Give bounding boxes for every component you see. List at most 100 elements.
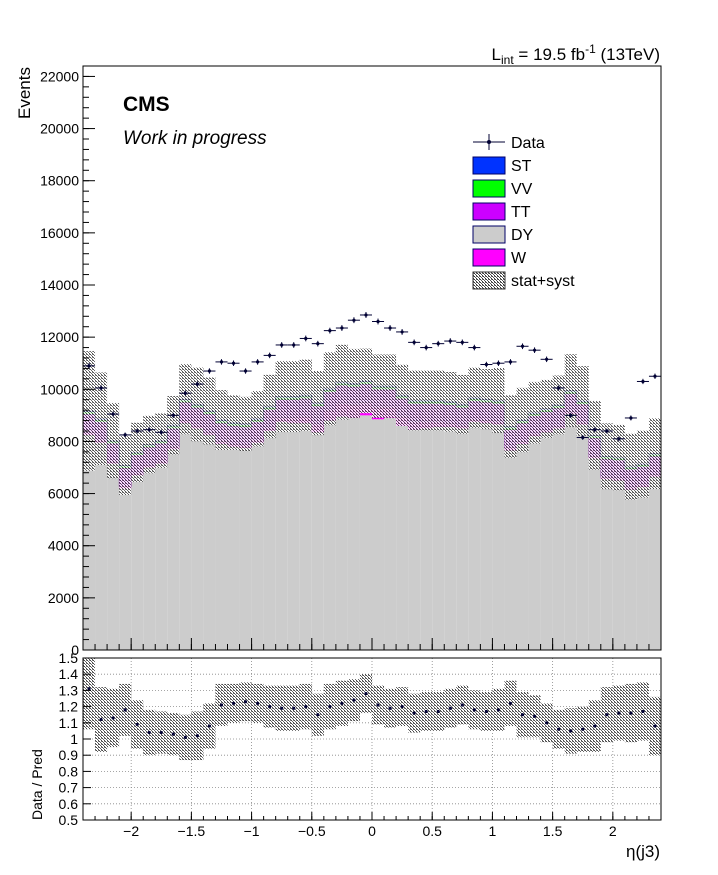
data-point-10: [203, 368, 216, 374]
y-tick-label: 6000: [48, 486, 79, 502]
ratio-point-20: [328, 705, 332, 709]
legend-item-dy: DY: [472, 225, 534, 244]
ratio-point-39: [557, 727, 561, 731]
unc-band-35: [504, 395, 517, 458]
ratio-point-11: [219, 703, 224, 707]
data-point-19: [311, 340, 324, 347]
unc-band-42: [588, 401, 601, 470]
ratio-point-43: [605, 713, 609, 717]
x-tick-label: −1.5: [178, 823, 206, 839]
unc-band-33: [480, 369, 493, 430]
ratio-point-21: [340, 701, 344, 705]
unc-band-40: [564, 354, 577, 427]
unc-band-31: [456, 374, 469, 434]
bar-dy-16: [275, 421, 288, 650]
unc-band-29: [432, 370, 445, 431]
bar-dy-26: [396, 425, 409, 650]
unc-band-43: [600, 423, 613, 490]
y-tick-label: 22000: [40, 68, 79, 84]
data-point-41: [576, 435, 589, 440]
ratio-point-29: [436, 709, 440, 714]
unc-band-23: [359, 348, 372, 414]
data-point-3: [119, 432, 132, 438]
x-tick-label: 1.5: [543, 823, 563, 839]
data-point-15: [263, 352, 276, 359]
unc-band-8: [179, 364, 192, 435]
ratio-point-5: [147, 730, 151, 735]
unc-band-6: [155, 413, 168, 468]
unc-band-0: [83, 351, 96, 471]
data-point-23: [359, 312, 372, 318]
unc-band-2: [107, 402, 120, 479]
ratio-point-40: [569, 729, 573, 733]
bar-dy-43: [600, 479, 613, 650]
legend-item-w: W: [472, 248, 527, 267]
ratio-points: [87, 687, 657, 739]
ratio-point-30: [448, 706, 452, 710]
unc-band-27: [408, 370, 421, 431]
unc-band-36: [516, 387, 529, 453]
data-point-22: [347, 317, 360, 324]
bar-dy-14: [251, 442, 264, 650]
data-point-5: [143, 427, 156, 433]
ratio-point-4: [135, 722, 139, 727]
svg-text:stat+syst: stat+syst: [511, 273, 575, 290]
ratio-point-32: [472, 708, 476, 712]
y-tick-label: 10000: [40, 381, 79, 397]
ratio-point-18: [304, 705, 308, 709]
data-point-28: [420, 344, 433, 351]
ratio-point-16: [280, 706, 284, 710]
ratio-y-tick-label: 1.1: [59, 715, 79, 731]
ratio-point-45: [629, 711, 633, 715]
bar-dy-30: [444, 427, 457, 650]
ratio-y-tick-label: 1.2: [59, 699, 79, 715]
data-point-47: [648, 373, 661, 379]
unc-band-1: [95, 372, 108, 465]
ratio-y-tick-label: 1.4: [59, 666, 79, 682]
bar-dy-22: [347, 417, 360, 650]
data-point-8: [179, 390, 192, 396]
unc-band-38: [540, 379, 553, 438]
unc-band-15: [263, 374, 276, 439]
unc-band-26: [396, 364, 409, 426]
ratio-point-41: [581, 727, 585, 731]
data-points: [83, 312, 661, 442]
bar-dy-6: [155, 463, 168, 650]
ratio-y-tick-label: 1.3: [59, 682, 79, 698]
legend-item-tt: TT: [472, 202, 531, 221]
unc-band-16: [275, 361, 288, 433]
bar-dy-36: [516, 444, 529, 650]
data-point-38: [540, 356, 553, 363]
y-tick-label: 20000: [40, 121, 79, 137]
svg-text:VV: VV: [511, 181, 533, 198]
bar-dy-28: [420, 428, 433, 650]
bar-dy-37: [528, 436, 541, 650]
svg-text:TT: TT: [511, 204, 531, 221]
ratio-point-36: [520, 713, 525, 717]
data-point-18: [299, 335, 312, 342]
unc-band-18: [299, 359, 312, 431]
bar-dy-23: [359, 415, 372, 650]
cms-sublabel: Work in progress: [123, 128, 267, 149]
ratio-point-1: [99, 717, 103, 722]
unc-band-37: [528, 381, 541, 444]
legend-item-data: Data: [473, 134, 545, 152]
bar-dy-2: [107, 463, 120, 650]
data-point-45: [624, 415, 637, 421]
bar-dy-47: [648, 476, 661, 650]
unc-band-11: [215, 390, 228, 450]
ratio-point-47: [653, 724, 657, 728]
legend-item-st: ST: [472, 156, 532, 175]
unc-band-9: [191, 367, 204, 442]
main-plot: 0 2000 4000 6000 8000 10000 12000 14000 16000 180…: [40, 65, 662, 658]
bar-dy-41: [576, 424, 589, 650]
unc-band-25: [384, 354, 397, 418]
ratio-point-14: [256, 701, 260, 705]
ratio-y-tick-label: 0.9: [59, 747, 79, 763]
bar-dy-33: [480, 423, 493, 650]
ratio-point-24: [376, 703, 380, 707]
bar-dy-38: [540, 432, 553, 650]
legend-item-vv: VV: [472, 179, 533, 198]
bar-dy-1: [95, 442, 108, 650]
